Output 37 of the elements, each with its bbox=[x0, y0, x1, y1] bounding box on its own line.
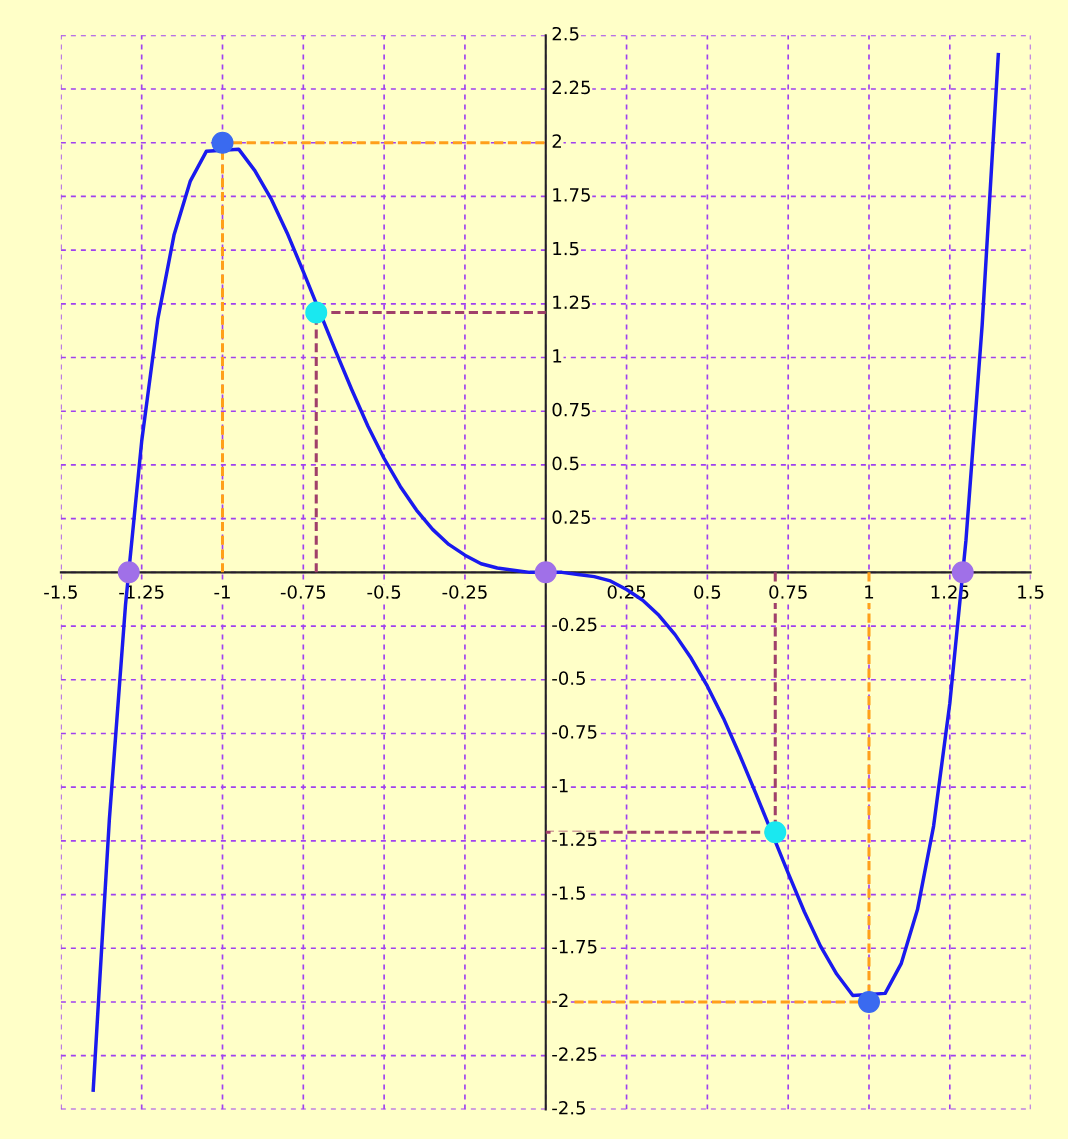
y-tick-label: 1.25 bbox=[553, 295, 590, 310]
y-tick-label: -1 bbox=[552, 778, 568, 793]
y-tick-label: 2.5 bbox=[552, 26, 579, 41]
x-tick-label: -0.75 bbox=[280, 585, 326, 599]
point bbox=[534, 561, 557, 584]
x-tick-label: -0.25 bbox=[442, 585, 487, 599]
x-tick-label: 0.75 bbox=[769, 585, 807, 599]
y-tick-label: -1.75 bbox=[552, 940, 597, 954]
point bbox=[951, 561, 974, 584]
y-tick-label: 1 bbox=[553, 349, 562, 363]
y-tick-label: -0.25 bbox=[552, 617, 597, 632]
y-tick-label: -2.25 bbox=[552, 1047, 597, 1061]
line-series bbox=[91, 52, 1001, 1092]
x-tick-label: 0.5 bbox=[694, 585, 721, 599]
y-tick-label: 2.25 bbox=[552, 80, 590, 95]
y-tick-label: 0.25 bbox=[552, 510, 590, 524]
y-tick-label: -1.25 bbox=[552, 832, 597, 847]
y-tick-label: 0.75 bbox=[552, 402, 590, 417]
y-tick-label: -0.5 bbox=[552, 671, 585, 685]
x-tick-label: -0.5 bbox=[367, 585, 401, 599]
point bbox=[211, 131, 234, 154]
y-tick-label: 2 bbox=[552, 134, 561, 148]
y-tick-label: -0.75 bbox=[552, 725, 597, 739]
x-tick-label: 1.5 bbox=[1018, 585, 1044, 599]
point bbox=[117, 561, 140, 584]
x-tick-label: 1 bbox=[865, 585, 874, 599]
y-tick-label: 1.5 bbox=[553, 241, 579, 256]
point bbox=[764, 821, 787, 844]
x-tick-label: -1.5 bbox=[44, 585, 77, 599]
x-tick-label: -1 bbox=[214, 585, 230, 599]
y-tick-label: 1.75 bbox=[553, 188, 590, 202]
y-tick-label: -2 bbox=[552, 993, 568, 1007]
y-tick-label: -1.5 bbox=[552, 886, 585, 900]
y-tick-label: -2.5 bbox=[552, 1100, 585, 1115]
point bbox=[305, 301, 328, 324]
y-tick-label: 0.5 bbox=[552, 456, 579, 471]
point bbox=[858, 990, 880, 1013]
